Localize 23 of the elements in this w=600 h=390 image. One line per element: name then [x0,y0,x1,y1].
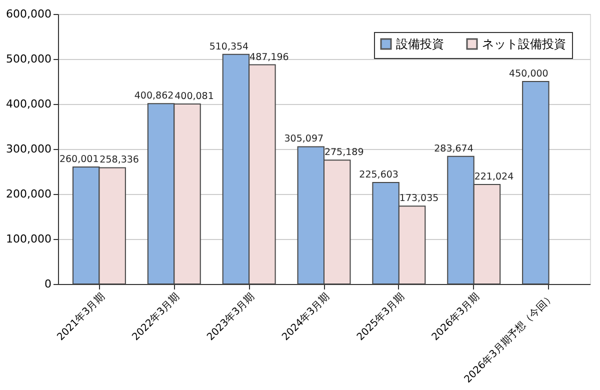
data-label: 305,097 [284,134,324,145]
data-label: 225,603 [359,169,398,180]
bar [522,81,550,284]
data-label: 258,336 [100,154,139,166]
data-label: 173,035 [399,193,439,204]
y-tick-label: 100,000 [6,232,52,246]
legend-label: ネット設備投資 [482,37,566,51]
data-label: 510,354 [209,41,249,52]
data-label: 275,189 [324,147,364,158]
y-tick-label: 200,000 [6,188,52,200]
y-tick-label: 500,000 [6,52,52,66]
data-label: 450,000 [509,68,548,80]
y-tick-label: 600,000 [6,8,52,20]
y-tick-label: 0 [44,278,52,290]
data-label: 283,674 [434,143,474,154]
data-label: 487,196 [250,52,289,63]
legend-label: 設備投資 [396,37,444,51]
data-label: 400,862 [134,90,174,102]
data-label: 400,081 [174,90,214,102]
y-tick-label: 300,000 [6,142,52,156]
y-tick-label: 400,000 [6,98,52,110]
data-label: 260,001 [59,154,99,165]
data-label: 221,024 [474,172,514,183]
